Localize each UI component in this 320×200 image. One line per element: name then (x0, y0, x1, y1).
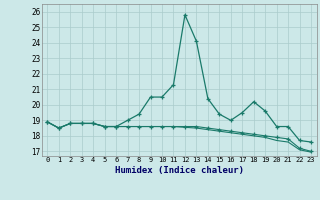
X-axis label: Humidex (Indice chaleur): Humidex (Indice chaleur) (115, 166, 244, 175)
